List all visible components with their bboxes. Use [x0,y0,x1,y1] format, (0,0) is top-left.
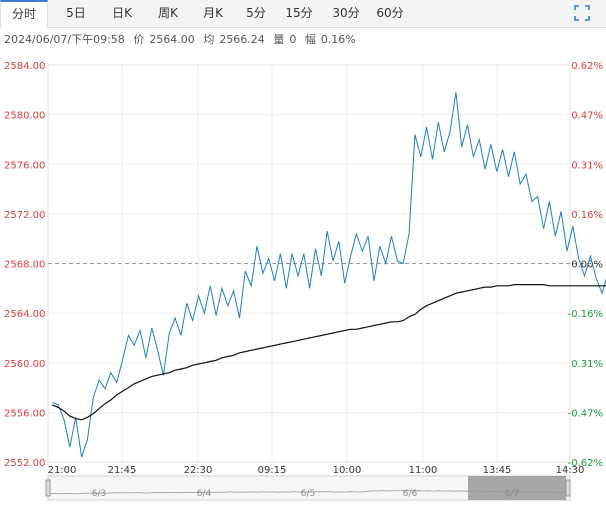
tab-4[interactable]: 月K [203,6,223,20]
tab-8[interactable]: 60分 [376,6,404,20]
tab-5[interactable]: 5分 [246,6,266,20]
avg-label: 均 [203,33,215,46]
y-tick-label-right: 0.31% [571,359,603,370]
y-tick-label: 2552.00 [4,458,45,469]
quote-datetime: 2024/06/07/下午09:58 [4,33,125,46]
x-tick-label: 14:30 [556,465,585,476]
y-tick-label: 2556.00 [4,408,45,419]
navigator-date-label: 6/7 [505,489,519,499]
y-tick-label-right: 0.31% [571,160,603,171]
tab-3[interactable]: 周K [158,6,178,20]
x-tick-label: 09:15 [258,465,287,476]
fullscreen-icon[interactable] [574,5,590,21]
navigator-date-label: 6/6 [403,489,418,499]
y-tick-label: 2568.00 [4,260,45,271]
period-tab-bar [0,0,606,28]
x-tick-label: 21:45 [108,465,137,476]
tab-6[interactable]: 15分 [285,6,313,20]
x-tick-label: 13:45 [483,465,512,476]
x-tick-label: 10:00 [333,465,362,476]
navigator-date-label: 6/3 [92,489,106,499]
x-tick-label: 11:00 [409,465,438,476]
navigator-range [468,476,566,500]
tab-0[interactable]: 分时 [0,0,48,29]
volume-value: 0 [289,33,297,46]
y-tick-label: 2580.00 [4,111,45,122]
price-line [52,92,606,458]
tab-1[interactable]: 5日 [66,6,86,20]
y-tick-label-right: -0.47% [568,408,603,419]
change-value: 0.16% [320,33,356,46]
navigator-handle-right [565,479,571,497]
tab-2[interactable]: 日K [112,6,132,20]
y-tick-label-right: -0.16% [568,309,603,320]
y-tick-label: 2560.00 [4,359,45,370]
price-label: 价 [133,33,145,46]
y-tick-label-right: 0.47% [571,111,603,122]
volume-label: 量 [273,33,285,46]
y-tick-label-right: 0.00% [571,260,603,271]
navigator-line [47,489,565,495]
x-tick-label: 22:30 [184,465,213,476]
y-tick-label: 2564.00 [4,309,45,320]
y-tick-label-right: -0.62% [568,458,603,469]
price-value: 2564.00 [149,33,195,46]
navigator-handle-left [45,479,51,497]
avg-value: 2566.24 [219,33,265,46]
navigator-date-label: 6/5 [301,489,315,499]
navigator-date-label: 6/4 [197,489,212,499]
change-label: 幅 [304,33,316,46]
y-tick-label: 2584.00 [4,61,45,72]
tab-7[interactable]: 30分 [332,6,360,20]
y-tick-label-right: 0.16% [571,210,603,221]
average-price-line [52,284,606,421]
y-tick-label: 2572.00 [4,210,45,221]
y-tick-label-right: 0.62% [571,61,603,72]
x-tick-label: 21:00 [48,465,77,476]
y-tick-label: 2576.00 [4,160,45,171]
